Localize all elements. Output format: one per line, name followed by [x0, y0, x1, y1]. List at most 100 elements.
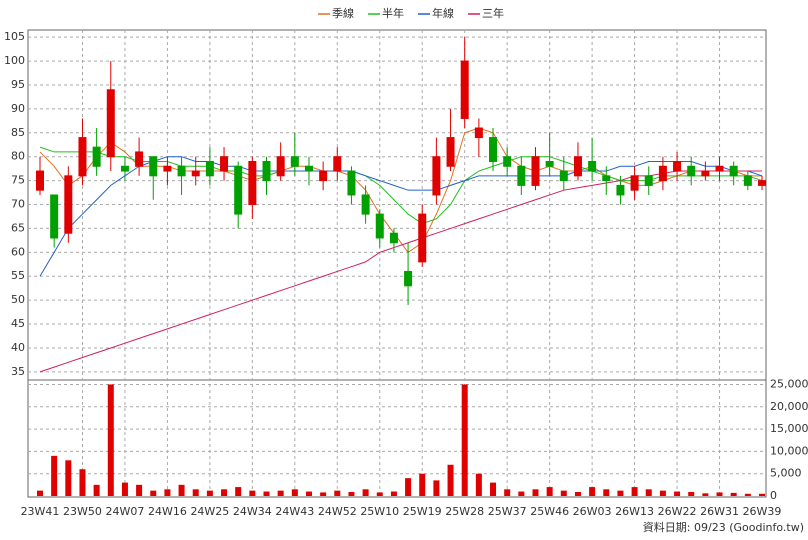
ma-line — [39, 170, 762, 373]
candle-body — [319, 170, 328, 182]
candle-body — [701, 170, 710, 177]
candle-body — [389, 232, 398, 244]
x-tick-label: 24W43 — [275, 505, 314, 518]
candle-body — [673, 160, 682, 172]
candle-body — [729, 165, 738, 177]
candle-body — [446, 137, 455, 167]
volume-bar — [121, 482, 128, 496]
candle-body — [304, 165, 313, 172]
candle-body — [489, 137, 498, 162]
volume-bar — [532, 489, 539, 496]
candle-body — [205, 160, 214, 177]
candle-body — [715, 165, 724, 172]
volume-bar — [65, 460, 72, 496]
candle-body — [743, 175, 752, 186]
candle-body — [573, 156, 582, 177]
volume-bar — [405, 478, 412, 496]
ma-line — [39, 156, 763, 277]
candle-body — [503, 156, 512, 167]
volume-bar — [277, 490, 284, 496]
volume-bar — [235, 487, 242, 496]
ma-line — [39, 146, 763, 225]
candle-body — [290, 156, 299, 167]
candle-body — [531, 156, 540, 186]
volume-bar — [560, 490, 567, 496]
volume-bar — [51, 455, 58, 496]
candle-body — [64, 175, 73, 234]
x-tick-label: 24W52 — [318, 505, 357, 518]
y-tick-label: 45 — [11, 317, 25, 330]
candle-body — [347, 170, 356, 196]
candle-body — [191, 170, 200, 177]
y2-tick-label: 0 — [770, 489, 777, 502]
volume-bar — [305, 491, 312, 496]
volume-bar — [376, 492, 383, 496]
volume-bar — [178, 484, 185, 496]
volume-bar — [461, 384, 468, 496]
volume-bar — [603, 489, 610, 496]
x-tick-label: 24W16 — [148, 505, 187, 518]
x-tick-label: 26W22 — [658, 505, 697, 518]
volume-bar — [136, 484, 143, 496]
volume-bar — [674, 491, 681, 496]
y-tick-label: 80 — [11, 150, 25, 163]
candle-body — [687, 165, 696, 177]
x-tick-label: 26W39 — [743, 505, 782, 518]
volume-bar — [93, 484, 100, 496]
volume-bar — [490, 482, 497, 496]
candle-body — [630, 175, 639, 191]
candle-body — [517, 165, 526, 186]
y-tick-label: 75 — [11, 174, 25, 187]
volume-bar — [390, 491, 397, 496]
y-tick-label: 100 — [4, 54, 25, 67]
candle-body — [602, 175, 611, 182]
candle-body — [658, 165, 667, 182]
volume-bar — [688, 491, 695, 496]
volume-bar — [659, 490, 666, 496]
y-tick-label: 90 — [11, 102, 25, 115]
candle-body — [616, 184, 625, 196]
volume-bar — [348, 491, 355, 496]
candle-body — [78, 137, 87, 177]
volume-bar — [518, 491, 525, 496]
x-tick-label: 25W37 — [488, 505, 527, 518]
y-tick-label: 95 — [11, 78, 25, 91]
volume-bar — [589, 487, 596, 496]
volume-bar — [574, 491, 581, 496]
candle-body — [220, 156, 229, 172]
candle-body — [50, 194, 59, 239]
volume-bar — [759, 493, 765, 496]
volume-bar — [447, 464, 454, 496]
candle-body — [333, 156, 342, 172]
volume-bar — [546, 487, 553, 496]
legend-label: 季線 — [332, 6, 354, 20]
legend-label: 三年 — [482, 6, 504, 20]
x-tick-label: 26W03 — [573, 505, 612, 518]
volume-bar — [263, 491, 270, 496]
candle-body — [375, 213, 384, 239]
candle-body — [432, 156, 441, 196]
volume-bar — [291, 489, 298, 496]
candle-body — [177, 165, 186, 177]
candle-body — [474, 127, 483, 139]
volume-bar — [433, 480, 440, 496]
y-tick-label: 35 — [11, 365, 25, 378]
candle-body — [135, 151, 144, 167]
volume-bar — [716, 492, 723, 496]
volume-bar — [744, 493, 751, 496]
candle-body — [106, 89, 115, 158]
legend-label: 半年 — [382, 6, 404, 20]
candle-body — [120, 165, 129, 172]
candle-body — [36, 170, 44, 191]
volume-bar — [249, 490, 256, 496]
volume-bar — [320, 492, 327, 496]
volume-bar — [645, 489, 652, 496]
volume-bar — [631, 487, 638, 496]
x-tick-label: 24W25 — [190, 505, 229, 518]
volume-bar — [192, 489, 199, 496]
y-tick-label: 55 — [11, 269, 25, 282]
candle-body — [248, 160, 257, 206]
x-tick-label: 24W07 — [106, 505, 145, 518]
y-tick-label: 105 — [4, 30, 25, 43]
y2-tick-label: 5,000 — [770, 467, 802, 480]
